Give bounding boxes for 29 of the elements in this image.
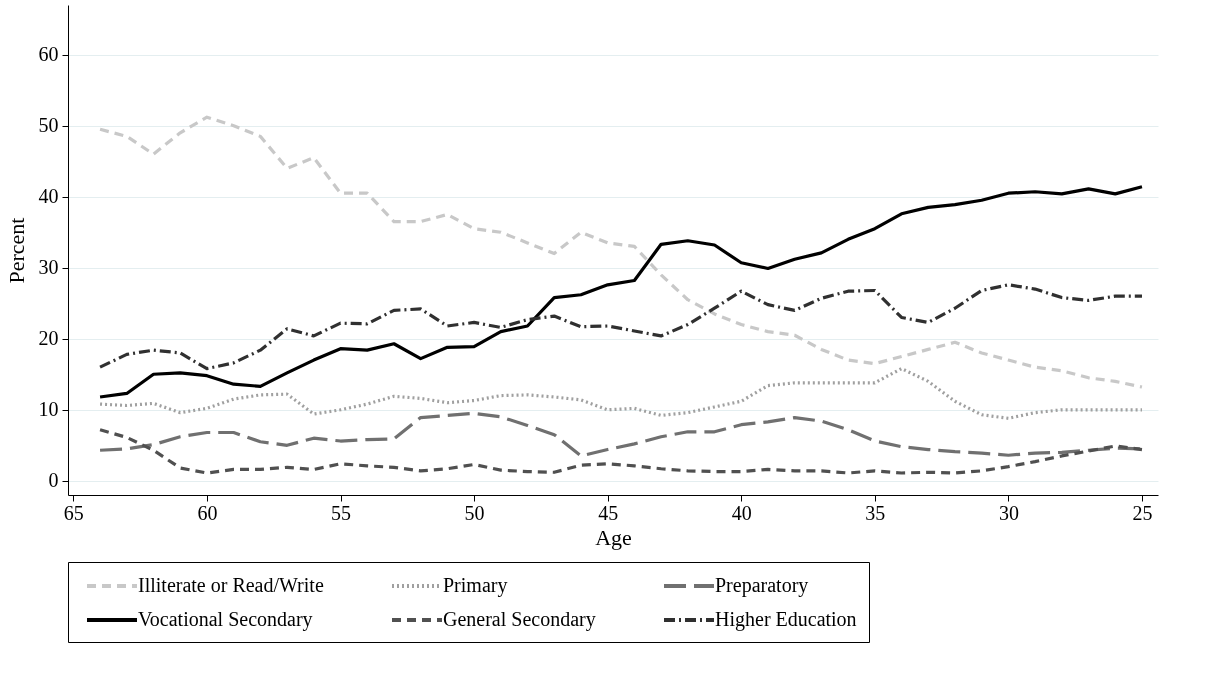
x-tick-label: 35: [865, 501, 886, 524]
x-tick-label: 45: [598, 501, 619, 524]
x-tick-label: 30: [998, 501, 1019, 524]
legend-label: Preparatory: [715, 574, 809, 597]
y-tick-label: 50: [38, 114, 59, 137]
x-tick-label: 50: [464, 501, 485, 524]
x-tick-label: 65: [63, 501, 84, 524]
line-series: [98, 428, 1144, 475]
legend-label: General Secondary: [443, 608, 596, 631]
x-tick-label: 60: [197, 501, 218, 524]
line-series: [98, 283, 1144, 371]
legend-label: Vocational Secondary: [138, 608, 313, 631]
line-series: [98, 185, 1144, 399]
x-tick-label: 40: [731, 501, 752, 524]
line-series: [98, 366, 1144, 420]
y-tick-label: 40: [38, 185, 59, 208]
legend-label: Higher Education: [715, 608, 857, 631]
legend-label: Primary: [443, 574, 508, 597]
x-axis-title: Age: [595, 524, 632, 550]
y-tick-label: 20: [38, 327, 59, 350]
y-tick-label: 60: [38, 43, 59, 66]
legend-label: Illiterate or Read/Write: [138, 574, 324, 596]
line-series: [98, 115, 1144, 389]
y-tick-label: 10: [38, 398, 59, 421]
x-tick-label: 25: [1132, 501, 1153, 524]
y-tick-label: 0: [48, 469, 59, 492]
y-tick-label: 30: [38, 256, 59, 279]
x-tick-label: 55: [331, 501, 351, 524]
y-axis-title: Percent: [3, 217, 29, 284]
